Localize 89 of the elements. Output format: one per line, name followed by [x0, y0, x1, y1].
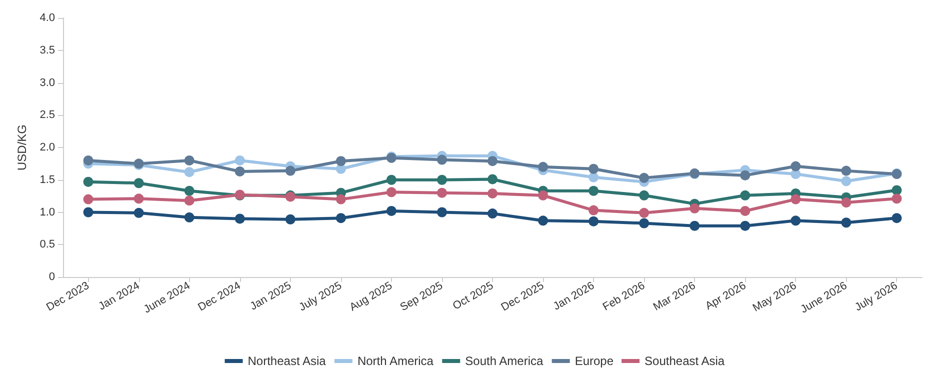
point	[538, 162, 548, 172]
point	[336, 213, 346, 224]
point	[83, 176, 94, 187]
x-tick-label: Jan 2026	[551, 280, 597, 313]
y-tick-label: 0.5	[40, 238, 55, 251]
point	[588, 216, 599, 226]
legend-label: Northeast Asia	[248, 354, 326, 368]
point	[184, 196, 194, 206]
point	[184, 186, 194, 196]
point	[83, 155, 94, 166]
point	[134, 194, 144, 204]
x-tick-label: Dec 2025	[499, 280, 546, 314]
point	[386, 174, 396, 185]
point	[690, 220, 700, 231]
point	[588, 205, 599, 216]
point	[790, 161, 801, 172]
x-tick-label: Jan 2025	[248, 280, 294, 313]
point	[790, 194, 801, 204]
point	[488, 188, 498, 198]
x-tick-label: Sep 2025	[398, 280, 445, 314]
point	[488, 174, 498, 184]
point	[488, 156, 498, 166]
point	[285, 166, 296, 176]
x-tick-label: June 2024	[142, 280, 192, 316]
point	[234, 166, 245, 176]
point	[436, 174, 447, 185]
legend-label: Europe	[574, 354, 614, 368]
point	[285, 214, 296, 224]
x-tick-label: Apr 2026	[704, 280, 748, 312]
x-tick-label: July 2026	[853, 280, 900, 314]
point	[639, 190, 650, 200]
y-tick-label: 2.0	[40, 142, 55, 154]
y-tick-label: 3.5	[40, 44, 55, 56]
point	[336, 156, 346, 166]
point	[336, 194, 346, 204]
x-tick-label: July 2025	[297, 280, 344, 314]
point	[234, 214, 245, 224]
point	[386, 187, 396, 198]
point	[740, 206, 750, 216]
point	[841, 176, 852, 186]
point	[538, 216, 548, 226]
x-tick-label: Aug 2025	[348, 280, 394, 314]
legend-label: Southeast Asia	[644, 354, 725, 368]
point	[538, 190, 548, 200]
point	[234, 155, 245, 166]
point	[83, 207, 94, 218]
y-tick-label: 1.5	[40, 174, 55, 186]
point	[184, 167, 194, 178]
point	[588, 172, 599, 182]
point	[740, 220, 750, 231]
point	[892, 213, 902, 224]
point	[690, 203, 700, 214]
point	[436, 154, 447, 165]
point	[639, 208, 650, 218]
x-tick-label: June 2026	[798, 280, 850, 316]
x-tick-label: Feb 2026	[600, 280, 648, 314]
point	[740, 170, 750, 180]
point	[436, 188, 447, 198]
point	[892, 185, 902, 196]
x-tick-label: Jan 2024	[96, 280, 142, 313]
point	[841, 218, 852, 228]
point	[639, 218, 650, 228]
y-axis-title: USD/KG	[15, 124, 29, 171]
y-tick-label: 3.0	[40, 76, 55, 89]
point	[83, 194, 94, 204]
point	[134, 208, 144, 218]
x-tick-label: May 2026	[750, 280, 799, 314]
x-tick-label: Dec 2024	[196, 280, 243, 314]
point	[892, 194, 902, 204]
x-tick-label: Mar 2026	[651, 280, 698, 314]
point	[790, 216, 801, 226]
legend-label: North America	[357, 354, 434, 368]
point	[588, 164, 599, 174]
y-tick-label: 1.0	[40, 206, 55, 218]
point	[639, 172, 650, 183]
point	[184, 212, 194, 222]
point	[488, 208, 498, 219]
point	[134, 178, 144, 188]
point	[386, 206, 396, 216]
point	[841, 166, 852, 176]
point	[436, 207, 447, 218]
point	[740, 190, 750, 200]
point	[841, 198, 852, 208]
y-tick-label: 4.0	[40, 12, 55, 24]
point	[184, 155, 194, 166]
legend-label: South America	[465, 354, 544, 368]
point	[588, 186, 599, 196]
x-tick-label: Oct 2025	[450, 280, 496, 312]
y-tick-label: 2.5	[40, 109, 55, 122]
